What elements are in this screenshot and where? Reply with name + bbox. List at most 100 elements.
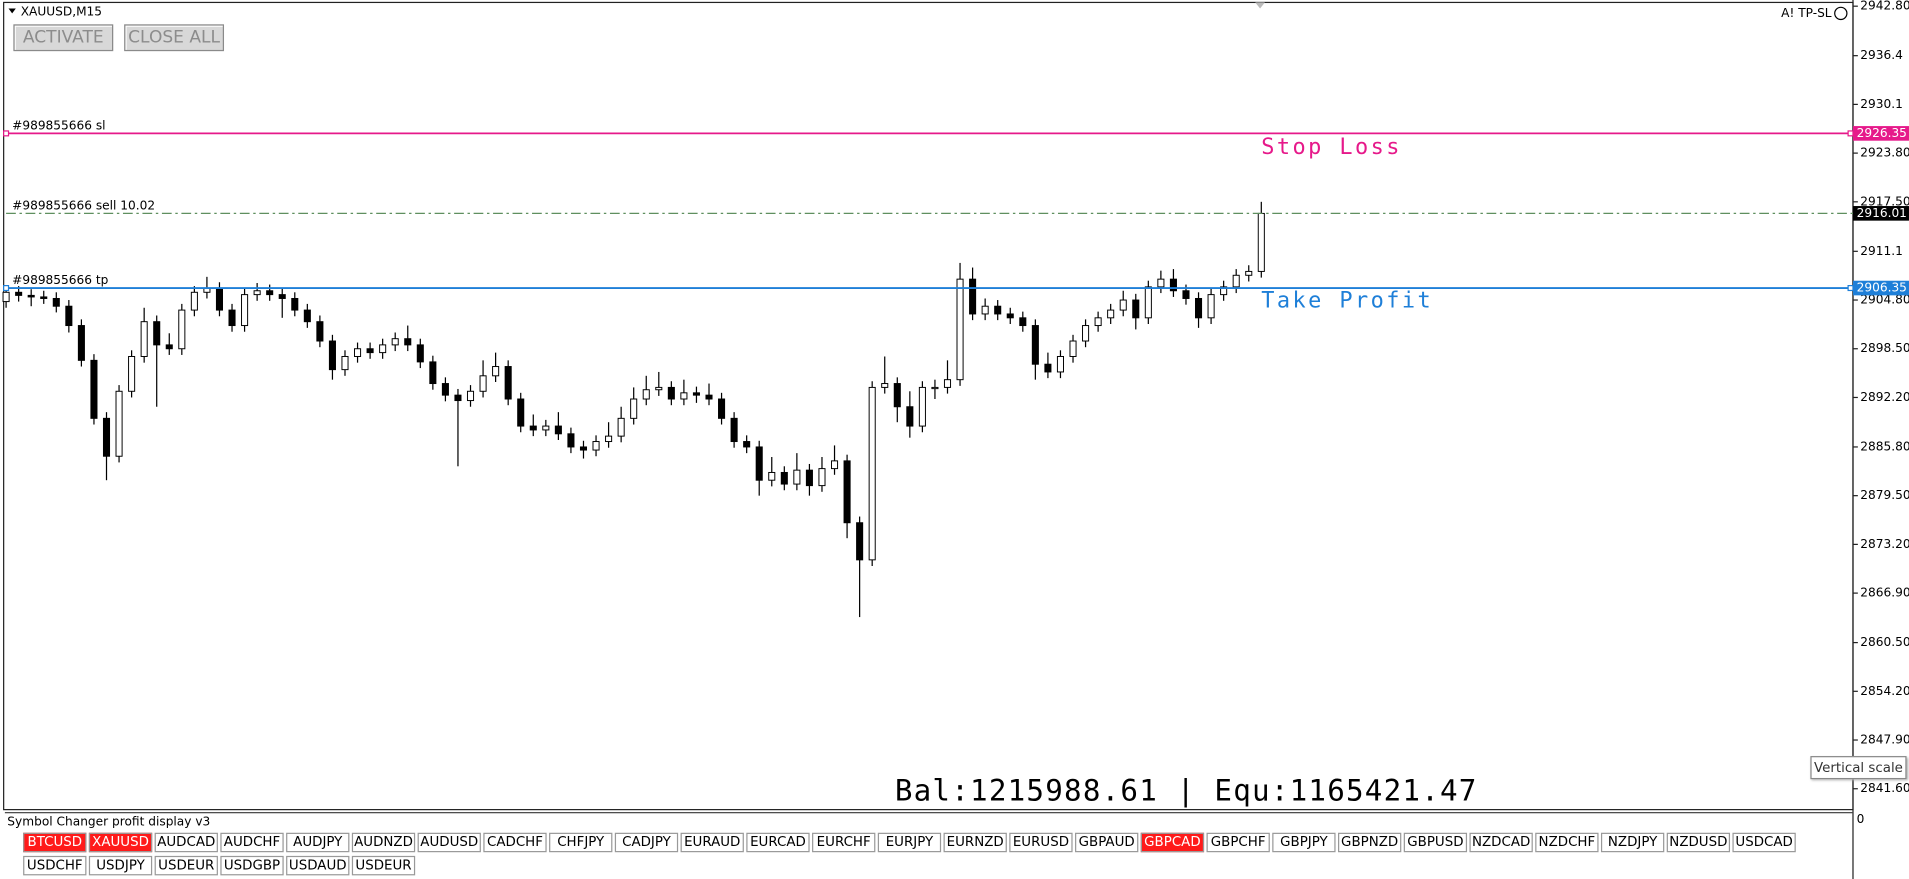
candle-body (1056, 355, 1064, 373)
symbol-button[interactable]: USDEUR (154, 855, 218, 876)
symbol-button[interactable]: EURUSD (1009, 832, 1073, 853)
symbol-button[interactable]: GBPCHF (1206, 832, 1270, 853)
candle-body (1232, 274, 1240, 288)
candle-body (178, 309, 186, 350)
candle-body (479, 375, 487, 392)
symbol-button[interactable]: AUDCAD (154, 832, 218, 853)
candle-body (1144, 286, 1152, 319)
candle-body (605, 435, 613, 443)
candle-body (981, 305, 989, 315)
symbol-button[interactable]: EURAUD (680, 832, 744, 853)
candle-body (994, 305, 1002, 315)
symbol-button[interactable]: CHFJPY (549, 832, 613, 853)
symbol-button[interactable]: USDGBP (220, 855, 284, 876)
candle-body (65, 305, 73, 327)
candle-body (27, 294, 35, 298)
symbol-button[interactable]: EURJPY (877, 832, 942, 853)
y-tick-label: 2841.60 (1860, 781, 1909, 795)
candle-body (1157, 278, 1165, 288)
symbol-button[interactable]: AUDJPY (286, 832, 350, 853)
candle-body (906, 406, 914, 427)
shift-marker (1255, 2, 1265, 9)
menu-arrow[interactable] (8, 8, 16, 14)
symbol-button[interactable]: NZDCHF (1535, 832, 1599, 853)
y-tick-label: 2904.80 (1860, 293, 1909, 307)
symbol-button[interactable]: GBPNZD (1337, 832, 1402, 853)
candle-body (692, 392, 700, 396)
candle-body (1019, 317, 1027, 327)
candle-body (1006, 313, 1014, 319)
candle-body (856, 522, 864, 561)
symbol-button[interactable]: AUDUSD (417, 832, 481, 853)
indicator-panel: Symbol Changer profit display v3 BTCUSD X… (4, 812, 1853, 879)
symbol-button[interactable]: USDCHF (23, 855, 87, 876)
candle-body (1169, 278, 1177, 292)
symbol-button[interactable]: AUDNZD (351, 832, 416, 853)
candle-body (1245, 270, 1253, 276)
symbol-button[interactable]: USDEUR (351, 855, 416, 876)
candle-body (881, 383, 889, 388)
close-all-button[interactable]: CLOSE ALL (124, 24, 225, 52)
candle-body (228, 309, 236, 327)
y-tick-label: 2892.20 (1860, 390, 1909, 404)
level-annotation: Stop Loss (1261, 135, 1402, 160)
candle-body (793, 469, 801, 485)
symbol-button[interactable]: EURCHF (812, 832, 876, 853)
symbol-button[interactable]: GBPJPY (1272, 832, 1336, 853)
candle-body (203, 287, 211, 293)
candle-body (2, 291, 10, 303)
candle-body (190, 291, 198, 311)
candle-body (655, 386, 663, 391)
candle-body (454, 394, 462, 402)
symbol-button[interactable]: NZDUSD (1666, 832, 1731, 853)
candle-body (492, 366, 500, 377)
candle-body (1082, 325, 1090, 342)
symbol-buttons: BTCUSD XAUUSD AUDCAD AUDCHF AUDJPY AUDNZD AUDU… (23, 832, 1813, 879)
y-tick-label: 2854.20 (1860, 684, 1909, 698)
y-tick-label: 2930.1 (1860, 97, 1903, 111)
symbol-button[interactable]: CADJPY (614, 832, 679, 853)
symbol-button[interactable]: NZDJPY (1600, 832, 1665, 853)
y-tick-label: 2873.20 (1860, 537, 1909, 551)
level-handle (3, 130, 10, 137)
candle-body (818, 468, 826, 487)
symbol-button[interactable]: BTCUSD (23, 832, 87, 853)
level-price: 2906.35 (1857, 281, 1907, 295)
candle-body (391, 338, 399, 346)
candle-body (517, 398, 525, 427)
symbol-button[interactable]: GBPAUD (1075, 832, 1139, 853)
candle-body (1069, 340, 1077, 357)
candle-body (90, 359, 98, 419)
y-tick-label: 2936.4 (1860, 48, 1903, 62)
symbol-button[interactable]: AUDCHF (220, 832, 284, 853)
symbol-button[interactable]: GBPUSD (1403, 832, 1468, 853)
symbol-button[interactable]: EURCAD (746, 832, 810, 853)
y-tick-label: 2923.80 (1860, 146, 1909, 160)
activate-button[interactable]: ACTIVATE (13, 24, 114, 52)
level-price-tag (1852, 126, 1909, 141)
candle-body (893, 383, 901, 408)
symbol-button[interactable]: NZDCAD (1469, 832, 1533, 853)
candle-body (943, 379, 952, 388)
symbol-button[interactable]: XAUUSD (88, 832, 153, 853)
candle-body (705, 394, 713, 400)
candle-body (316, 321, 324, 342)
symbol-button[interactable]: USDAUD (286, 855, 350, 876)
candle-body (266, 290, 274, 296)
candle-body (291, 297, 299, 311)
candle-body (868, 386, 876, 561)
candle-body (1044, 363, 1052, 373)
candle-body (153, 321, 161, 346)
symbol-button[interactable]: GBPCAD (1140, 832, 1205, 853)
symbol-button[interactable]: USDJPY (88, 855, 153, 876)
level-handle (1847, 130, 1854, 137)
symbol-button[interactable]: EURNZD (943, 832, 1007, 853)
candle-body (1107, 309, 1115, 319)
level-price: 2926.35 (1857, 126, 1907, 140)
candle-body (416, 344, 424, 363)
candle-body (1094, 317, 1102, 327)
symbol-button[interactable]: USDCAD (1732, 832, 1796, 853)
candle-body (529, 425, 537, 431)
candle-body (1182, 290, 1190, 299)
symbol-button[interactable]: CADCHF (483, 832, 547, 853)
